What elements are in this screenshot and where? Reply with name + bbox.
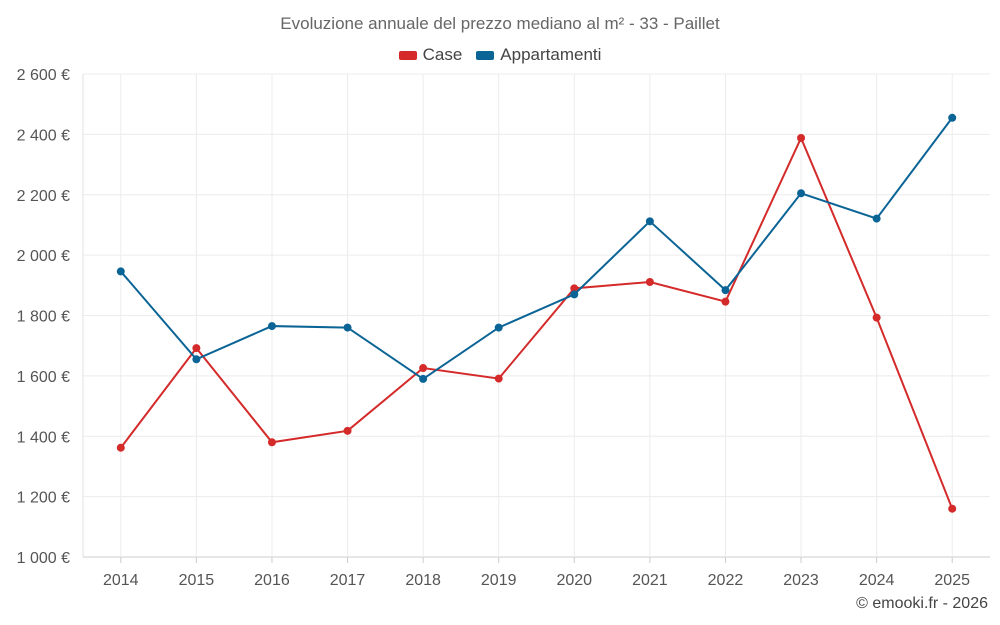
data-point-case — [645, 277, 654, 286]
legend-swatch-appartamenti — [476, 50, 495, 60]
data-point-case — [797, 133, 806, 142]
data-point-appartamenti — [192, 355, 201, 364]
y-tick-label: 2 200 € — [17, 188, 70, 205]
data-point-appartamenti — [872, 214, 881, 223]
data-point-case — [267, 438, 276, 447]
legend-item-case[interactable]: Case — [398, 45, 463, 65]
legend-swatch-case — [398, 50, 417, 60]
y-tick-label: 2 400 € — [17, 127, 70, 144]
x-tick-label: 2023 — [783, 572, 819, 589]
y-tick-label: 1 400 € — [17, 429, 70, 446]
chart-legend: Case Appartamenti — [0, 45, 1000, 65]
data-point-case — [343, 426, 352, 435]
data-point-case — [494, 374, 503, 383]
data-point-appartamenti — [797, 189, 806, 198]
data-point-case — [872, 313, 881, 322]
y-tick-label: 1 600 € — [17, 369, 70, 386]
series-line-case — [119, 135, 954, 510]
x-tick-label: 2021 — [632, 572, 668, 589]
y-tick-label: 1 000 € — [17, 550, 70, 567]
x-tick-label: 2018 — [405, 572, 441, 589]
x-tick-label: 2017 — [330, 572, 366, 589]
data-point-case — [721, 297, 730, 306]
x-tick-label: 2014 — [103, 572, 139, 589]
chart-title: Evoluzione annuale del prezzo mediano al… — [280, 14, 720, 33]
legend-label-case: Case — [422, 45, 463, 64]
data-point-appartamenti — [343, 323, 352, 332]
data-point-appartamenti — [419, 374, 428, 383]
data-point-case — [192, 344, 201, 353]
series-line-appartamenti — [120, 117, 954, 381]
data-point-appartamenti — [645, 217, 654, 226]
data-point-case — [116, 443, 125, 452]
data-point-appartamenti — [494, 323, 503, 332]
x-tick-label: 2025 — [934, 572, 970, 589]
y-tick-label: 1 800 € — [17, 309, 70, 326]
data-point-case — [948, 504, 957, 513]
data-point-appartamenti — [116, 267, 125, 276]
legend-label-appartamenti: Appartamenti — [500, 45, 602, 64]
y-tick-label: 1 200 € — [17, 490, 70, 507]
x-tick-label: 2024 — [859, 572, 895, 589]
x-tick-label: 2020 — [556, 572, 592, 589]
data-point-appartamenti — [267, 322, 276, 331]
data-point-appartamenti — [570, 290, 579, 299]
x-tick-label: 2015 — [179, 572, 215, 589]
x-tick-label: 2022 — [708, 572, 744, 589]
data-point-appartamenti — [948, 113, 957, 122]
data-point-case — [419, 364, 428, 373]
data-point-appartamenti — [721, 286, 730, 295]
credit-text: © emooki.fr - 2026 — [856, 595, 988, 612]
y-tick-label: 2 000 € — [17, 248, 70, 265]
x-tick-label: 2019 — [481, 572, 517, 589]
x-tick-label: 2016 — [254, 572, 290, 589]
legend-item-appartamenti[interactable]: Appartamenti — [476, 45, 601, 65]
data-point-case — [570, 284, 579, 293]
y-tick-label: 2 600 € — [17, 67, 70, 84]
